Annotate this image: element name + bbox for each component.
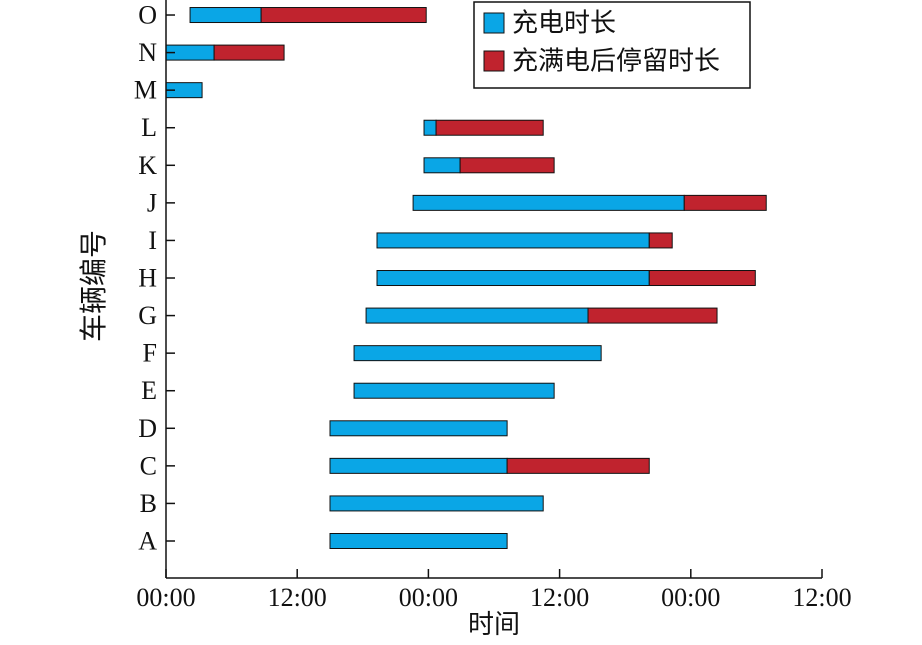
bar-parked-K <box>459 157 555 174</box>
bar-parked-O <box>260 7 427 24</box>
bars-layer <box>165 7 767 549</box>
bar-parked-C <box>506 457 650 474</box>
y-tick-label: F <box>143 339 157 368</box>
y-tick-label: N <box>138 38 157 67</box>
y-tick-label: D <box>138 414 157 443</box>
y-tick-label: A <box>138 527 157 556</box>
y-tick-label: G <box>138 301 157 330</box>
y-tick-label: J <box>147 188 157 217</box>
bar-charging-B <box>329 495 544 512</box>
legend-swatch-parked-after-full <box>483 50 505 72</box>
bar-charging-J <box>412 194 685 211</box>
axes-layer: 00:00 12:00 00:00 12:00 00:00 12:00 ABCDEFGHIJ… <box>134 0 852 612</box>
bar-parked-J <box>683 194 767 211</box>
bar-charging-K <box>423 157 461 174</box>
y-tick-label: E <box>141 376 157 405</box>
y-tick-label: L <box>141 113 157 142</box>
x-tick-label: 00:00 <box>661 583 720 612</box>
legend-swatch-charging <box>483 12 505 34</box>
y-tick-label: C <box>140 451 157 480</box>
bar-parked-L <box>435 119 544 136</box>
y-tick-label: O <box>138 1 157 30</box>
y-tick-label: K <box>138 151 157 180</box>
bar-parked-I <box>648 232 673 249</box>
x-tick-label: 12:00 <box>530 583 589 612</box>
bar-charging-F <box>353 345 602 362</box>
x-tick-label: 00:00 <box>399 583 458 612</box>
legend: 充电时长 充满电后停留时长 <box>473 1 751 89</box>
bar-charging-E <box>353 382 555 399</box>
bar-charging-D <box>329 420 508 437</box>
y-tick-label: B <box>140 489 157 518</box>
bar-parked-H <box>648 270 756 287</box>
y-tick-label: I <box>148 226 157 255</box>
bar-charging-L <box>423 119 437 136</box>
y-tick-label: H <box>138 264 157 293</box>
bar-charging-I <box>376 232 650 249</box>
legend-label-charging: 充电时长 <box>512 9 616 39</box>
legend-box <box>473 1 751 89</box>
bar-charging-C <box>329 457 508 474</box>
legend-label-parked-after-full: 充满电后停留时长 <box>512 47 720 77</box>
x-tick-label: 12:00 <box>268 583 327 612</box>
bar-charging-H <box>376 270 650 287</box>
bar-parked-G <box>587 307 718 324</box>
y-tick-label: M <box>134 76 157 105</box>
x-tick-label: 12:00 <box>792 583 851 612</box>
y-axis-label: 车辆编号 <box>77 230 110 342</box>
x-axis-label: 时间 <box>468 610 520 640</box>
bar-charging-G <box>365 307 589 324</box>
x-tick-label: 00:00 <box>136 583 195 612</box>
bar-charging-A <box>329 533 508 549</box>
bar-charging-O <box>189 7 262 24</box>
bar-parked-N <box>213 44 285 61</box>
